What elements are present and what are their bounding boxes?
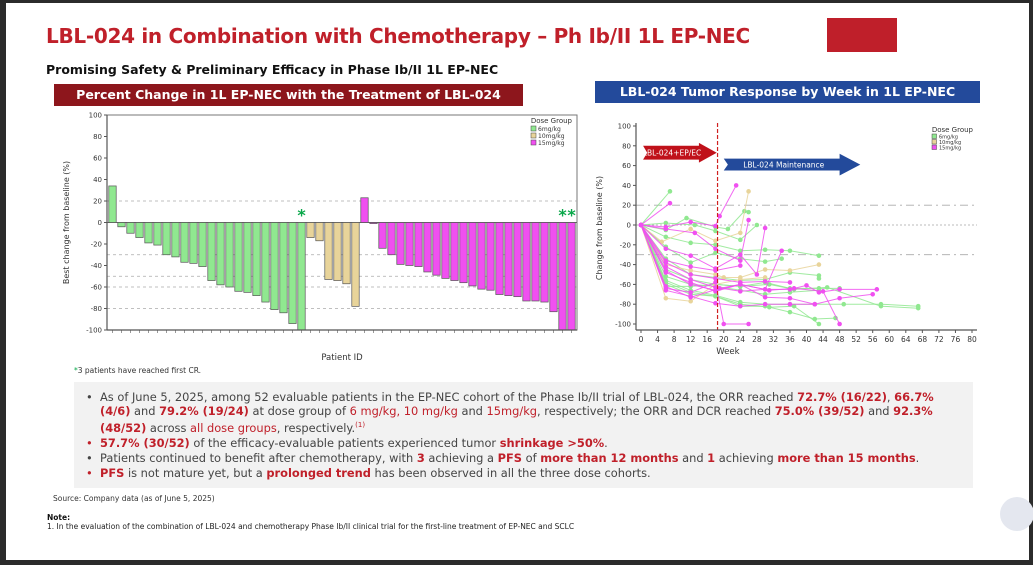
scroll-button[interactable] <box>1000 497 1033 531</box>
bullet-text-segment: of <box>521 450 541 465</box>
bullet-text-segment: of the efficacy-evaluable patients exper… <box>189 435 500 450</box>
bullet-text-segment: 72.7% (16/22) <box>797 390 887 404</box>
bullet-text-segment: across <box>146 420 191 435</box>
source-note: Source: Company data (as of June 5, 2025… <box>53 494 215 503</box>
cr-footnote-text: 3 patients have reached first CR. <box>77 366 202 375</box>
bullet-text-segment: more than 12 months <box>540 450 679 465</box>
bullet-text-segment: shrinkage >50% <box>499 435 605 450</box>
bullet-text-segment: 75.0% (39/52) <box>774 404 865 418</box>
bullet-item: 57.7% (30/52) of the efficacy-evaluable … <box>86 435 963 450</box>
bullet-text-segment: achieving a <box>424 450 498 465</box>
bullet-text-segment: . <box>915 450 920 465</box>
bullet-text-segment: 79.2% (19/24) <box>159 404 249 418</box>
bullet-text-segment: prolonged trend <box>266 465 371 480</box>
bullet-text-segment: 92.3% (48/52) <box>100 404 933 435</box>
bullet-text-segment: , respectively; the ORR and DCR reached <box>537 404 775 418</box>
key-findings-list: As of June 5, 2025, among 52 evaluable p… <box>74 382 973 480</box>
bullet-text-segment: 57.7% (30/52) <box>100 435 190 450</box>
bullet-text-segment: Patients continued to benefit after chem… <box>100 450 417 465</box>
bullet-text-segment: 66.7% (4/6) <box>100 390 934 418</box>
bullet-text-segment: has been observed in all the three dose … <box>370 465 651 480</box>
bullet-text-segment: 6 mg/kg, 10 mg/kg <box>349 404 458 418</box>
bullet-text-segment: is not mature yet, but a <box>124 465 267 480</box>
bullet-item: As of June 5, 2025, among 52 evaluable p… <box>86 390 963 435</box>
note-text: 1. In the evaluation of the combination … <box>47 522 575 531</box>
bullet-text-segment: As of June 5, 2025, among 52 evaluable p… <box>100 390 798 404</box>
spider-chart-banner: LBL-024 Tumor Response by Week in 1L EP-… <box>595 81 980 103</box>
bullet-text-segment: more than 15 months <box>777 450 916 465</box>
bullet-text-segment: and <box>457 404 487 418</box>
bullet-text-segment: achieving <box>715 450 778 465</box>
slide-subtitle: Promising Safety & Preliminary Efficacy … <box>46 62 499 77</box>
cr-footnote: *3 patients have reached first CR. <box>74 366 201 375</box>
bullet-text-segment: all dose groups <box>190 420 277 435</box>
bullet-text-segment: 15mg/kg <box>486 404 538 418</box>
key-findings-box: As of June 5, 2025, among 52 evaluable p… <box>74 382 973 488</box>
bullet-text-segment: . <box>604 435 608 450</box>
brand-color-block <box>827 18 897 52</box>
waterfall-chart-banner: Percent Change in 1L EP-NEC with the Tre… <box>54 84 523 106</box>
bullet-text-segment: (1) <box>355 421 366 429</box>
bullet-text-segment: PFS <box>100 465 125 480</box>
bullet-text-segment: PFS <box>497 450 522 465</box>
note-heading: Note: <box>47 513 71 522</box>
bullet-text-segment: , respectively. <box>276 420 356 435</box>
cr-star: * <box>74 366 78 375</box>
bullet-item: Patients continued to benefit after chem… <box>86 450 963 465</box>
bullet-text-segment: at dose group of <box>248 404 350 418</box>
slide-title: LBL-024 in Combination with Chemotherapy… <box>46 24 750 48</box>
bullet-text-segment: , <box>886 390 895 404</box>
bullet-text-segment: 3 <box>416 450 425 465</box>
bullet-text-segment: 1 <box>707 450 716 465</box>
bullet-text-segment: and <box>678 450 708 465</box>
bullet-text-segment: and <box>864 404 894 418</box>
bullet-text-segment: and <box>130 404 160 418</box>
bullet-item: PFS is not mature yet, but a prolonged t… <box>86 465 963 480</box>
